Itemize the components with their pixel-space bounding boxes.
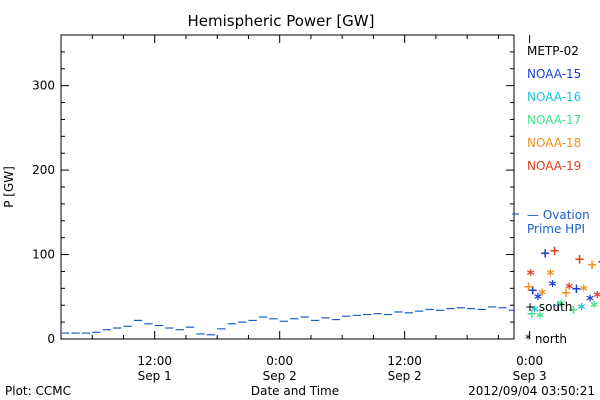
south-point-noaa-17: + xyxy=(526,307,537,322)
x-tick-date-label: Sep 2 xyxy=(263,369,297,383)
south-point-noaa-19: + xyxy=(574,252,585,267)
south-point-noaa-15: + xyxy=(540,246,551,261)
y-tick-label: 300 xyxy=(32,79,55,93)
satellite-points: +*+*+*+*+++**+*+**+*+*+*+*++**+*+*+*+*++… xyxy=(523,244,600,327)
north-point-noaa-19: * xyxy=(593,288,600,306)
north-point-noaa-15: * xyxy=(534,290,542,308)
y-tick-label: 200 xyxy=(32,163,55,177)
south-point-noaa-18: + xyxy=(587,258,598,273)
south-point-noaa-15: + xyxy=(527,284,538,299)
legend-noaa-19: NOAA-19 xyxy=(527,159,581,173)
north-point-noaa-19: * xyxy=(527,266,535,284)
south-point-noaa-18: + xyxy=(561,286,572,301)
y-axis-label: P [GW] xyxy=(2,166,16,208)
north-point-noaa-18: * xyxy=(547,266,555,284)
y-tick-label: 0 xyxy=(47,332,55,346)
legend-ovation-label-2: Prime HPI xyxy=(527,222,585,236)
north-point-noaa-17: * xyxy=(590,298,598,316)
x-tick-time-label: 12:00 xyxy=(137,354,172,368)
x-tick-date-label: Sep 3 xyxy=(513,369,547,383)
chart-title: Hemispheric Power [GW] xyxy=(188,12,375,30)
south-point-noaa-15: + xyxy=(571,282,582,297)
footer-plot-credit: Plot: CCMC xyxy=(5,384,71,398)
x-tick-time-label: 0:00 xyxy=(266,354,293,368)
north-point-noaa-15: * xyxy=(586,291,594,309)
north-point-noaa-18: * xyxy=(538,286,546,304)
legend-noaa-15: NOAA-15 xyxy=(527,67,581,81)
legend-noaa-16: NOAA-16 xyxy=(527,90,581,104)
south-point-noaa-16: + xyxy=(552,299,563,314)
north-point-noaa-15: * xyxy=(549,277,557,295)
ovation-hpi-series xyxy=(61,306,514,336)
x-tick-time-label: 12:00 xyxy=(387,354,422,368)
x-tick-time-label: 0:00 xyxy=(516,354,543,368)
y-tick-label: 100 xyxy=(32,248,55,262)
north-point-noaa-19: * xyxy=(565,280,573,298)
south-point-noaa-19: + xyxy=(549,244,560,259)
north-point-noaa-16: * xyxy=(578,300,586,318)
y-axis-ticks: 0 100 200 300 xyxy=(32,51,514,346)
x-tick-date-label: Sep 1 xyxy=(138,369,172,383)
legend-ovation-label: — Ovation xyxy=(527,208,590,222)
north-point-noaa-17: * xyxy=(536,308,544,326)
north-point-noaa-16: * xyxy=(531,302,539,320)
footer-timestamp: 2012/09/04 03:50:21 xyxy=(468,384,595,398)
legend-metp-02: METP-02 xyxy=(527,44,579,58)
legend-noaa-18: NOAA-18 xyxy=(527,136,581,150)
south-point-noaa-18: + xyxy=(523,280,534,295)
legend-noaa-17: NOAA-17 xyxy=(527,113,581,127)
north-point-noaa-18: * xyxy=(580,281,588,299)
legend-north-marker: * north xyxy=(525,332,567,346)
plot-frame xyxy=(60,34,515,340)
x-tick-date-label: Sep 2 xyxy=(388,369,422,383)
south-point-noaa-17: + xyxy=(568,303,579,318)
x-axis-label: Date and Time xyxy=(251,384,339,398)
legend: METP-02 NOAA-15 NOAA-16 NOAA-17 NOAA-18 NOAA-… xyxy=(512,44,590,346)
north-point-noaa-17: * xyxy=(557,297,565,315)
legend-south-marker: + south xyxy=(525,300,572,314)
south-point-noaa-15: + xyxy=(597,255,600,270)
